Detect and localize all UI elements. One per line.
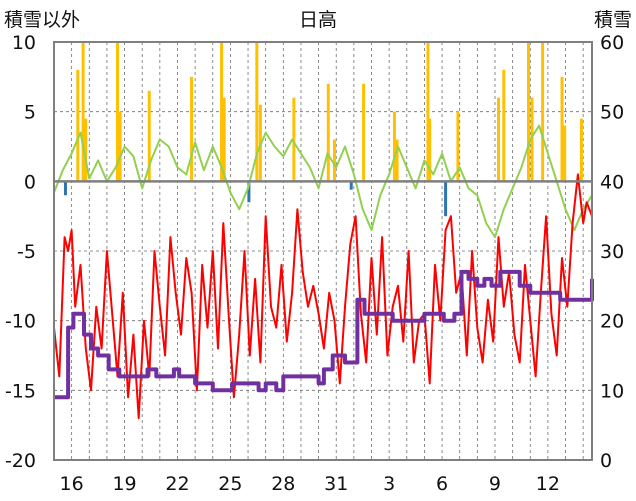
y-right-tick-label: 20: [600, 311, 624, 333]
blue_bars-bar: [349, 181, 353, 190]
y-left-tick-label: -20: [5, 450, 36, 472]
orange_bars-bar: [428, 118, 432, 182]
orange_bars-bar: [362, 83, 366, 182]
x-tick-label: 22: [165, 473, 189, 495]
orange_bars-bar: [392, 111, 396, 182]
series-lines: [53, 124, 594, 420]
orange_bars-bar: [84, 118, 88, 182]
axes: [53, 41, 593, 461]
orange_bars-bar: [76, 69, 80, 182]
orange_bars-bar: [456, 111, 460, 182]
y-right-tick-label: 60: [600, 32, 624, 54]
x-tick-label: 28: [271, 473, 295, 495]
orange_bars-bar: [530, 97, 534, 182]
x-tick-label: 12: [536, 473, 560, 495]
orange_bars-bar: [292, 97, 296, 182]
x-tick-label: 19: [112, 473, 136, 495]
y-left-tick-label: 5: [24, 102, 36, 124]
x-tick-label: 31: [324, 473, 348, 495]
y-left-tick-label: -10: [5, 311, 36, 333]
plot-frame: [53, 41, 593, 461]
temperature-line: [53, 173, 593, 420]
chart-title: 日高: [299, 9, 337, 31]
green-line: [53, 124, 593, 239]
orange_bars-bar: [579, 118, 583, 182]
x-tick-label: 9: [489, 473, 501, 495]
snow-line: [54, 269, 594, 400]
blue_bars-bar: [247, 181, 251, 203]
x-tick-label: 6: [436, 473, 448, 495]
y-right-tick-label: 10: [600, 380, 624, 402]
orange_bars-bar: [526, 42, 530, 182]
y-right-tick-label: 0: [600, 450, 612, 472]
orange_bars-bar: [326, 83, 330, 182]
x-tick-label: 3: [383, 473, 395, 495]
orange_bars-bar: [190, 76, 194, 182]
orange_bars-bar: [116, 42, 120, 182]
y-right-tick-label: 30: [600, 241, 624, 263]
y-left-tick-label: 10: [12, 32, 36, 54]
blue_bars-bar: [63, 181, 67, 196]
orange_bars-bar: [541, 42, 545, 182]
orange_bars-bar: [118, 111, 122, 182]
blue_bars-bar: [444, 181, 448, 217]
y-right-axis-title: 積雪: [594, 9, 632, 31]
y-left-axis-title: 積雪以外: [4, 9, 80, 31]
y-left-tick-label: -5: [17, 241, 36, 263]
y-right-tick-label: 50: [600, 102, 624, 124]
y-right-tick-label: 40: [600, 171, 624, 193]
orange_bars-bar: [147, 90, 151, 182]
orange_bars-bar: [332, 139, 336, 182]
orange_bars-bar: [502, 69, 506, 182]
orange_bars-bar: [426, 42, 430, 182]
orange_bars-bar: [222, 97, 226, 182]
orange_bars-bar: [563, 125, 567, 182]
orange_bars-bar: [560, 76, 564, 182]
orange_bars-bar: [81, 42, 85, 182]
orange_bars-bar: [255, 42, 259, 182]
y-left-tick-label: -15: [5, 380, 36, 402]
y-left-tick-label: 0: [24, 171, 36, 193]
orange_bars-bar: [395, 139, 399, 182]
orange_bars-bar: [497, 97, 501, 182]
x-tick-label: 16: [60, 473, 84, 495]
x-tick-label: 25: [218, 473, 242, 495]
orange_bars-bar: [220, 42, 224, 182]
